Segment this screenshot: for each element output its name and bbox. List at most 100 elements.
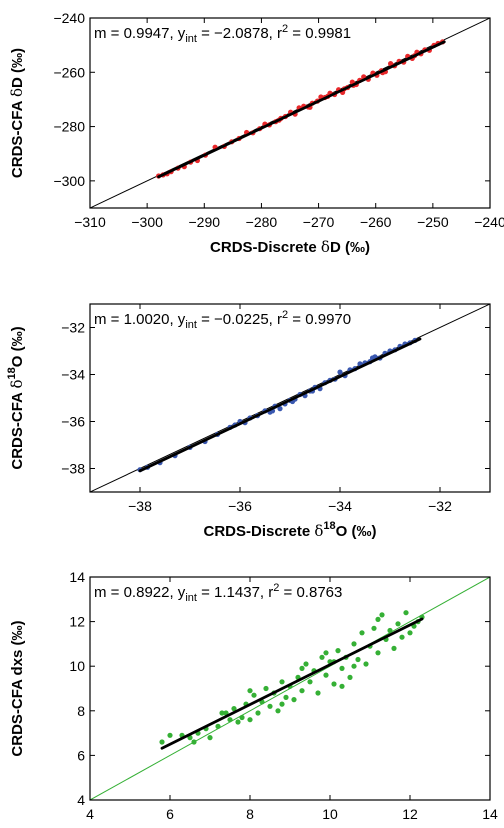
data-point [335,648,341,654]
panel-2: −38 −36 −34 −32 −38 −36 −34 −32 m = 1.0020, yint… [6,303,491,540]
data-point [277,406,283,412]
y-tick-label: −280 [53,119,85,135]
y-tick-label: 4 [77,792,85,808]
data-point [403,610,409,616]
data-point [219,710,225,716]
fit-annotation: m = 1.0020, yint = −0.0225, r2 = 0.9970 [94,309,351,331]
data-point [339,665,345,672]
y-axis-label: CRDS-CFA δ18O (‰) [6,326,26,469]
data-point [275,708,281,714]
data-point [363,661,369,667]
y-tick-label: 12 [69,614,85,630]
data-point [279,701,285,707]
x-tick-label: −32 [428,498,452,514]
data-point [215,723,221,730]
y-tick-label: −240 [53,10,85,26]
y-tick-label: 14 [69,569,85,585]
fit-line [160,617,424,750]
data-point [323,650,329,656]
x-tick-label: −38 [128,498,152,514]
x-tick-label: −240 [474,214,504,230]
x-tick-label: 6 [166,806,174,822]
data-point [351,641,357,647]
y-tick-label: −32 [61,320,85,336]
x-tick-label: −280 [246,214,278,230]
x-tick-label: −290 [189,214,221,230]
y-tick-label: 6 [77,747,85,763]
data-point [267,703,273,709]
data-point [319,654,325,660]
data-point [227,717,233,723]
x-axis-label: CRDS-Discrete δD (‰) [210,238,370,256]
fit-line [138,337,422,473]
data-point [339,683,345,689]
data-point [388,61,394,67]
data-point [371,625,377,631]
fit-annotation: m = 0.8922, yint = 1.1437, r2 = 0.8763 [94,582,342,604]
data-point [375,616,381,623]
y-tick-label: −36 [61,414,85,430]
data-point [355,656,361,663]
plot-frame [89,17,491,209]
x-axis-label: CRDS-Discrete δ18O (‰) [204,520,377,540]
x-tick-label: −300 [131,214,163,230]
data-point [159,739,165,745]
data-point [279,679,285,685]
y-tick-label: −38 [61,461,85,477]
y-axis-label: CRDS-CFA dxs (‰) [9,620,26,756]
data-point [299,688,305,694]
data-point [387,627,393,634]
data-point [291,697,297,703]
data-point [331,681,337,687]
y-axis-label: CRDS-CFA δD (‰) [8,48,26,178]
data-point [247,688,253,694]
fit-annotation: m = 0.9947, yint = −2.0878, r2 = 0.9981 [94,23,351,45]
plot-frame [89,576,491,801]
data-point [399,634,405,640]
x-tick-label: 4 [86,806,94,822]
panel-3: 4 6 8 10 12 14 4 6 8 10 12 14 m = 0.8922, yint = 1.1… [9,569,498,822]
data-point [251,692,257,698]
x-tick-label: −250 [417,214,449,230]
x-tick-label: −260 [360,214,392,230]
data-point [379,612,385,618]
data-point [191,739,197,745]
data-point [299,665,305,672]
data-point [247,717,253,723]
data-point [315,690,321,696]
x-tick-label: 8 [246,806,254,822]
x-tick-label: −270 [303,214,335,230]
x-tick-label: −34 [328,498,352,514]
x-tick-label: 10 [322,806,338,822]
panel-1: −310 −300 −290 −280 −270 −260 −250 −240 −300 −280… [8,10,504,256]
x-tick-label: −36 [228,498,252,514]
x-tick-label: −310 [74,214,106,230]
data-point [375,650,381,656]
y-tick-label: 10 [69,658,85,674]
data-point [359,630,365,636]
data-point [239,714,245,721]
data-point [307,679,313,685]
data-point [391,645,397,652]
y-tick-label: −34 [61,367,85,383]
data-point [235,719,241,725]
data-point [231,706,237,712]
y-tick-label: −260 [53,64,85,80]
x-tick-label: 12 [402,806,418,822]
data-point [407,630,413,636]
data-point [167,732,173,738]
data-point [207,735,213,741]
plot-frame [89,303,491,493]
data-point [351,663,357,669]
y-tick-label: 8 [77,703,85,719]
data-point [323,672,329,678]
y-tick-label: −300 [53,173,85,189]
data-point [255,710,261,716]
data-point [337,369,343,375]
fit-line [157,40,446,179]
data-point [263,685,269,692]
data-point [395,621,401,627]
x-tick-label: 14 [482,806,498,822]
data-point [303,661,309,667]
